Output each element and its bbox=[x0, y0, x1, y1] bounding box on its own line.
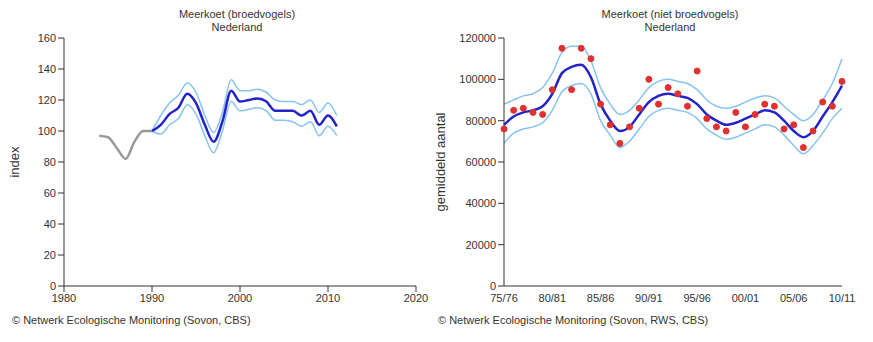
svg-text:40000: 40000 bbox=[465, 197, 496, 209]
svg-text:120: 120 bbox=[38, 94, 56, 106]
html-text:Meerkoet (niet broedvogels): Meerkoet (niet broedvogels) bbox=[601, 8, 739, 20]
svg-text:40: 40 bbox=[44, 218, 56, 230]
svg-text:index: index bbox=[8, 146, 22, 178]
svg-text:100000: 100000 bbox=[459, 73, 496, 85]
svg-text:140: 140 bbox=[38, 63, 56, 75]
svg-text:80/81: 80/81 bbox=[539, 292, 567, 304]
svg-text:05/06: 05/06 bbox=[780, 292, 808, 304]
svg-text:120000: 120000 bbox=[459, 34, 496, 44]
html-text:Nederland: Nederland bbox=[644, 21, 696, 33]
svg-text:00/01: 00/01 bbox=[732, 292, 760, 304]
html-text:Meerkoet (broedvogels): Meerkoet (broedvogels) bbox=[178, 8, 296, 20]
svg-text:20: 20 bbox=[44, 249, 56, 261]
svg-text:2010: 2010 bbox=[316, 292, 340, 304]
svg-text:0: 0 bbox=[490, 280, 496, 292]
svg-text:2020: 2020 bbox=[404, 292, 428, 304]
svg-text:60000: 60000 bbox=[465, 156, 496, 168]
svg-text:1990: 1990 bbox=[140, 292, 164, 304]
svg-text:95/96: 95/96 bbox=[683, 292, 711, 304]
svg-text:75/76: 75/76 bbox=[490, 292, 518, 304]
svg-text:90/91: 90/91 bbox=[635, 292, 663, 304]
svg-text:60: 60 bbox=[44, 187, 56, 199]
svg-text:80000: 80000 bbox=[465, 115, 496, 127]
svg-text:20000: 20000 bbox=[465, 239, 496, 251]
html-text:Nederland: Nederland bbox=[211, 21, 263, 33]
svg-text:10/11: 10/11 bbox=[829, 292, 856, 304]
svg-text:100: 100 bbox=[38, 125, 56, 137]
svg-text:160: 160 bbox=[38, 34, 56, 44]
html-text:© Netwerk Ecologische Monitori: © Netwerk Ecologische Monitoring (Sovon,… bbox=[12, 314, 251, 326]
svg-text:2000: 2000 bbox=[228, 292, 252, 304]
html-text:© Netwerk Ecologische Monitori: © Netwerk Ecologische Monitoring (Sovon,… bbox=[438, 314, 709, 326]
svg-text:80: 80 bbox=[44, 156, 56, 168]
svg-text:0: 0 bbox=[50, 280, 56, 292]
svg-text:gemiddeld aantal: gemiddeld aantal bbox=[434, 112, 448, 211]
svg-text:85/86: 85/86 bbox=[587, 292, 615, 304]
svg-text:1980: 1980 bbox=[52, 292, 76, 304]
